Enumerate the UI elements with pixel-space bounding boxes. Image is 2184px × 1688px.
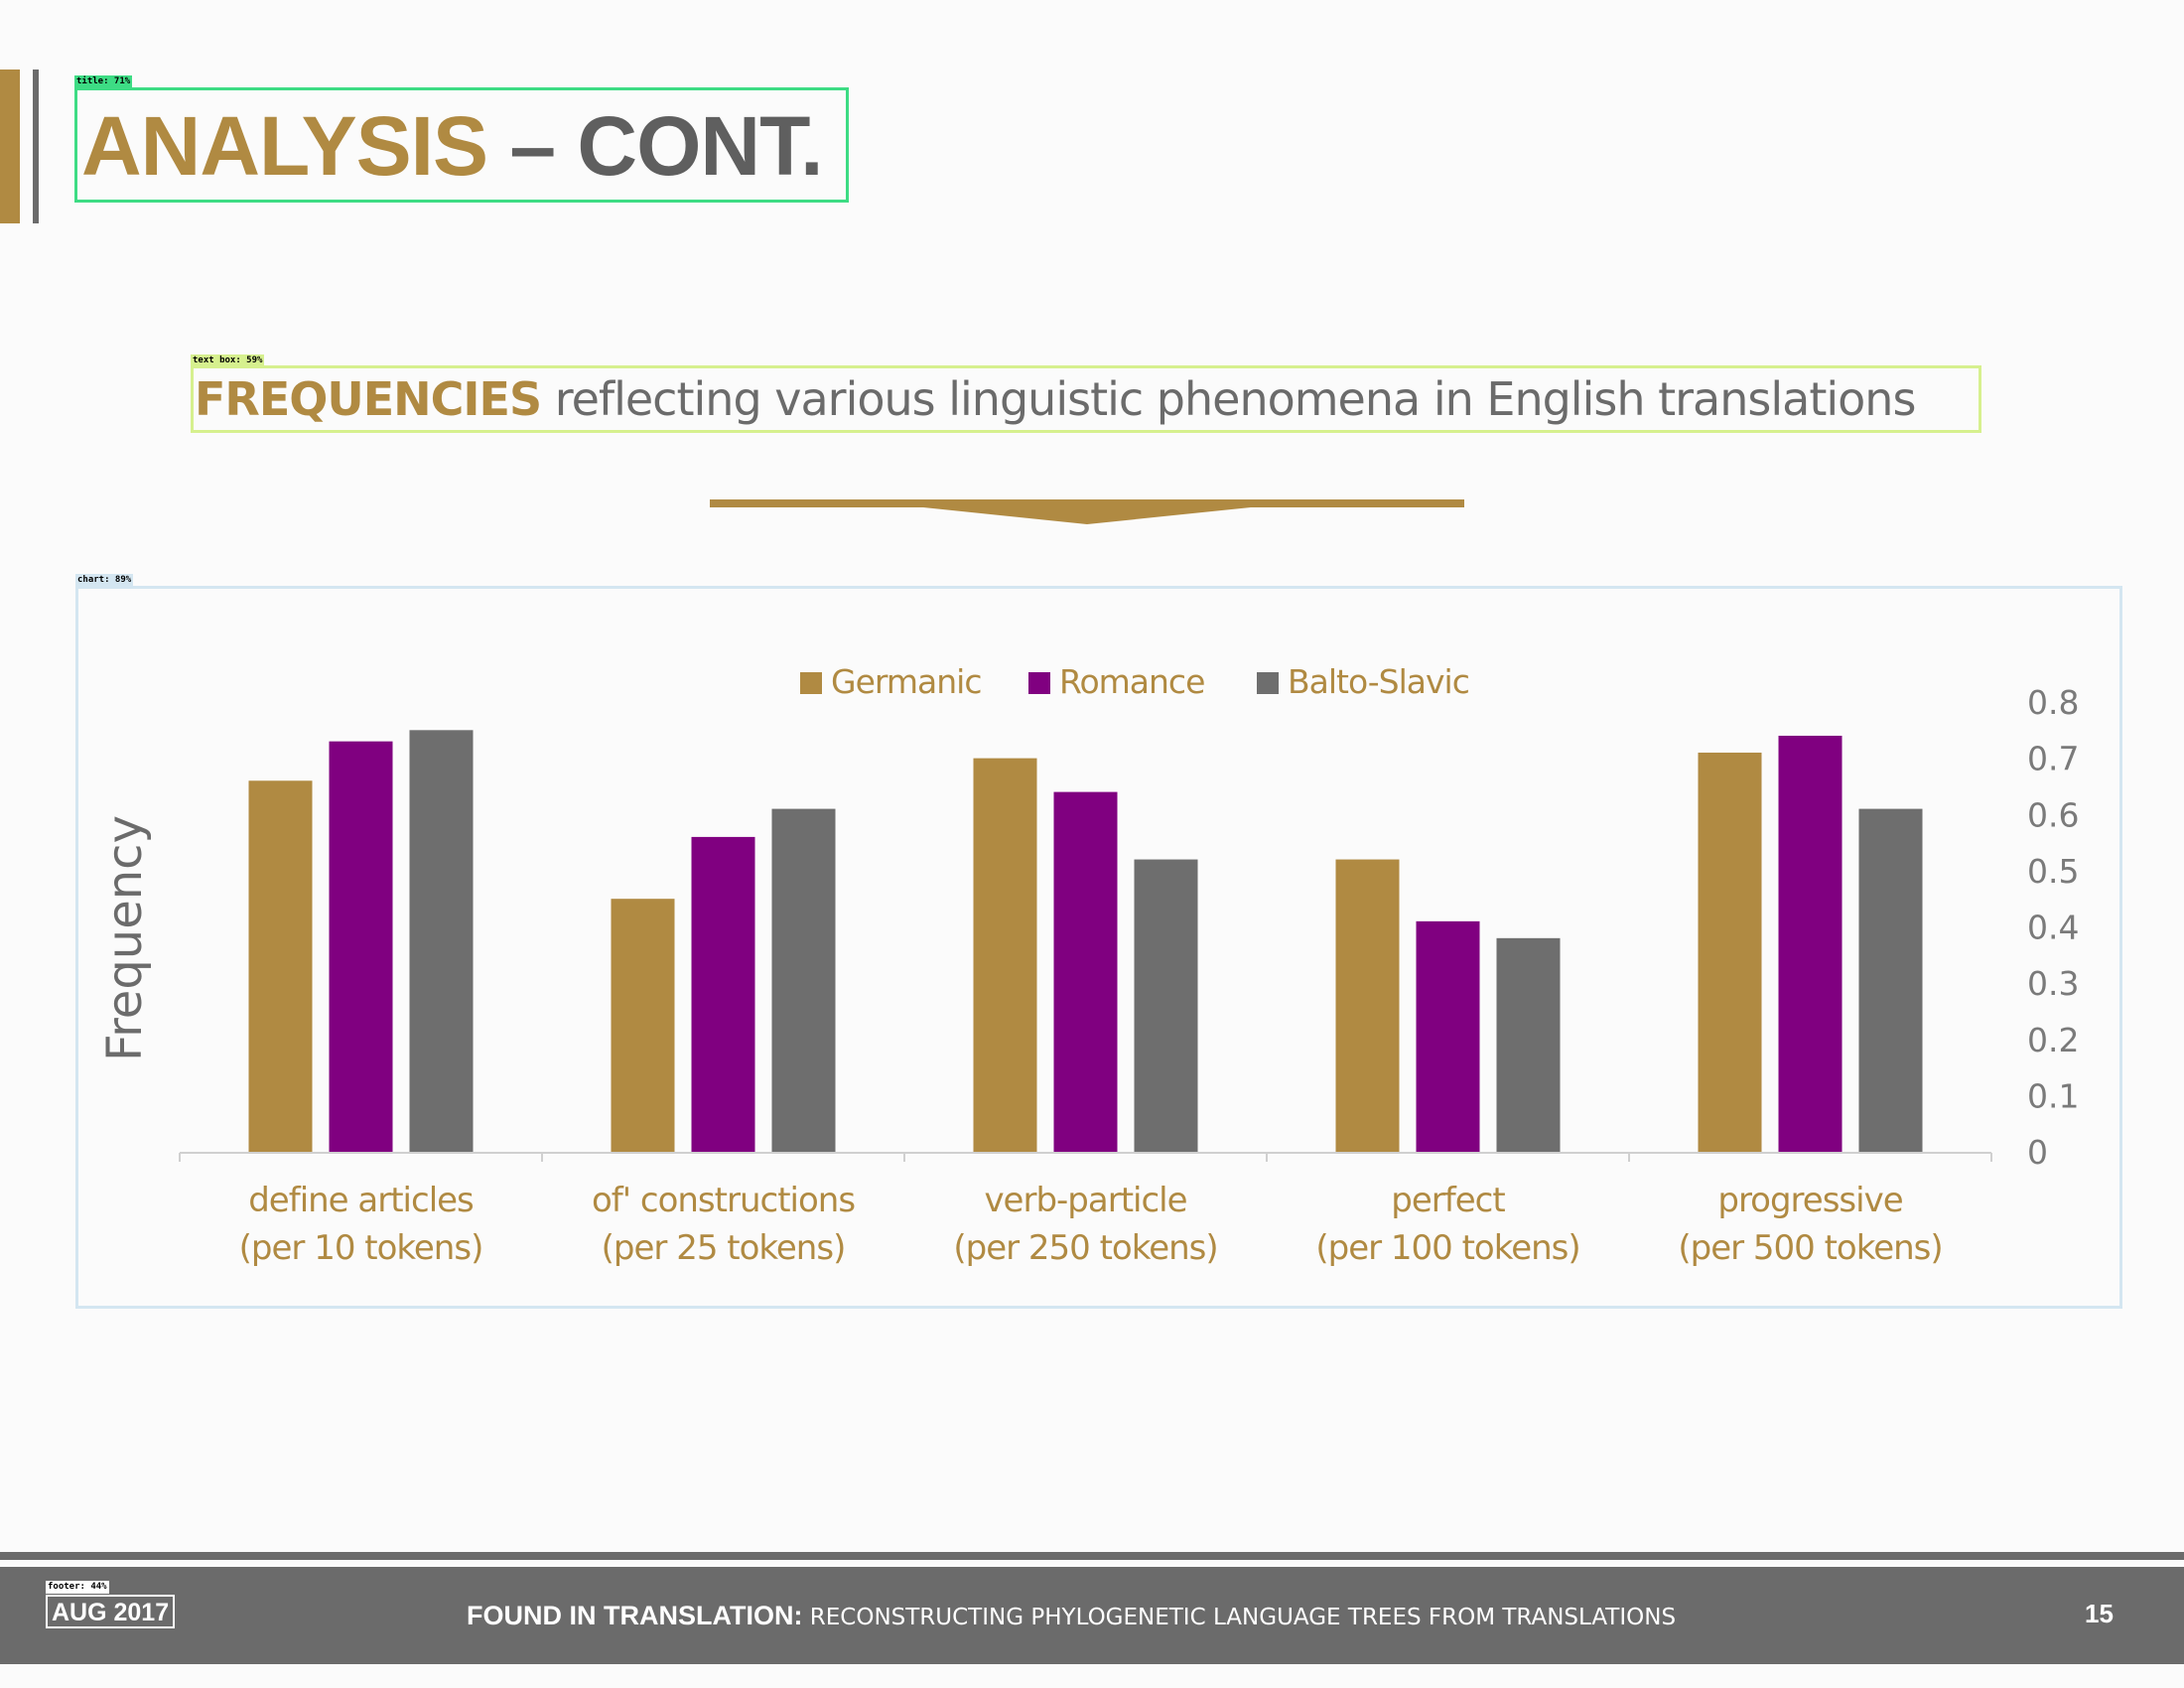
bar-romance-3 xyxy=(1416,920,1480,1152)
footer-divider xyxy=(0,1552,2184,1560)
category-label: progressive xyxy=(1717,1181,1902,1220)
category-label: verb-particle xyxy=(984,1181,1186,1220)
footer-bar xyxy=(0,1567,2184,1664)
bar-balto-slavic-4 xyxy=(1858,808,1923,1152)
bar-chart: define articles (per 10 tokens) of' constr… xyxy=(97,662,2079,1268)
bar-romance-2 xyxy=(1053,791,1118,1152)
legend-label-balto-slavic: Balto-Slavic xyxy=(1288,662,1469,701)
detection-box-chart xyxy=(75,586,2122,1309)
category-label: perfect xyxy=(1391,1181,1505,1220)
category-label: (per 10 tokens) xyxy=(239,1228,483,1268)
y-tick-label: 0.3 xyxy=(2027,964,2079,1003)
category-label: (per 500 tokens) xyxy=(1678,1228,1942,1268)
page-number: 15 xyxy=(2085,1599,2114,1628)
bar-romance-0 xyxy=(329,741,393,1152)
legend-label-germanic: Germanic xyxy=(831,662,981,701)
bar-germanic-0 xyxy=(248,780,313,1152)
accent-bar-gold xyxy=(0,70,20,223)
category-label: of' constructions xyxy=(592,1181,855,1220)
footer-title: FOUND IN TRANSLATION: RECONSTRUCTING PHY… xyxy=(467,1599,1676,1632)
bar-balto-slavic-3 xyxy=(1496,937,1561,1152)
y-tick-label: 0 xyxy=(2027,1133,2048,1172)
slide-title-main: ANALYSIS xyxy=(81,99,488,193)
y-axis-label: Frequency xyxy=(97,815,153,1061)
legend-swatch-balto-slavic xyxy=(1257,672,1279,694)
down-arrow-divider-icon xyxy=(710,499,1464,524)
category-label: define articles xyxy=(248,1181,474,1220)
subtitle-keyword: FREQUENCIES xyxy=(195,372,542,426)
subtitle-rest: reflecting various linguistic phenomena … xyxy=(541,372,1917,426)
slide-title: ANALYSIS – CONT. xyxy=(81,91,823,201)
footer-date: AUG 2017 xyxy=(46,1595,176,1628)
legend-swatch-germanic xyxy=(800,672,822,694)
bar-germanic-2 xyxy=(973,758,1037,1152)
category-label: (per 25 tokens) xyxy=(602,1228,846,1268)
category-label: (per 100 tokens) xyxy=(1315,1228,1579,1268)
detection-box-title xyxy=(74,87,849,203)
bar-balto-slavic-1 xyxy=(771,808,836,1152)
legend-swatch-romance xyxy=(1028,672,1050,694)
category-label: (per 250 tokens) xyxy=(953,1228,1217,1268)
y-tick-label: 0.2 xyxy=(2027,1021,2079,1059)
bar-germanic-3 xyxy=(1335,859,1400,1152)
legend-label-romance: Romance xyxy=(1059,662,1204,701)
bar-romance-1 xyxy=(691,836,755,1152)
y-tick-label: 0.5 xyxy=(2027,852,2079,891)
detection-box-text-box xyxy=(191,365,1981,433)
detection-label-footer: footer: 44% xyxy=(46,1581,109,1594)
slide-subtitle: FREQUENCIES reflecting various linguisti… xyxy=(195,365,1917,433)
bar-germanic-1 xyxy=(611,899,675,1152)
bar-germanic-4 xyxy=(1698,752,1762,1152)
detection-label-chart: chart: 89% xyxy=(75,574,134,587)
y-tick-label: 0.6 xyxy=(2027,795,2079,834)
footer-title-rest: RECONSTRUCTING PHYLOGENETIC LANGUAGE TRE… xyxy=(802,1605,1677,1630)
accent-bar-grey xyxy=(33,70,39,223)
y-tick-label: 0.7 xyxy=(2027,740,2079,778)
y-tick-label: 0.4 xyxy=(2027,909,2079,947)
bar-balto-slavic-0 xyxy=(409,730,474,1152)
detection-label-text-box: text box: 59% xyxy=(191,354,265,367)
bar-romance-4 xyxy=(1778,735,1843,1152)
bar-balto-slavic-2 xyxy=(1134,859,1198,1152)
footer-title-strong: FOUND IN TRANSLATION: xyxy=(467,1601,803,1630)
slide-title-suffix: – CONT. xyxy=(487,99,823,193)
y-tick-label: 0.1 xyxy=(2027,1076,2079,1115)
detection-label-title: title: 71% xyxy=(74,75,133,88)
y-tick-label: 0.8 xyxy=(2027,683,2079,722)
